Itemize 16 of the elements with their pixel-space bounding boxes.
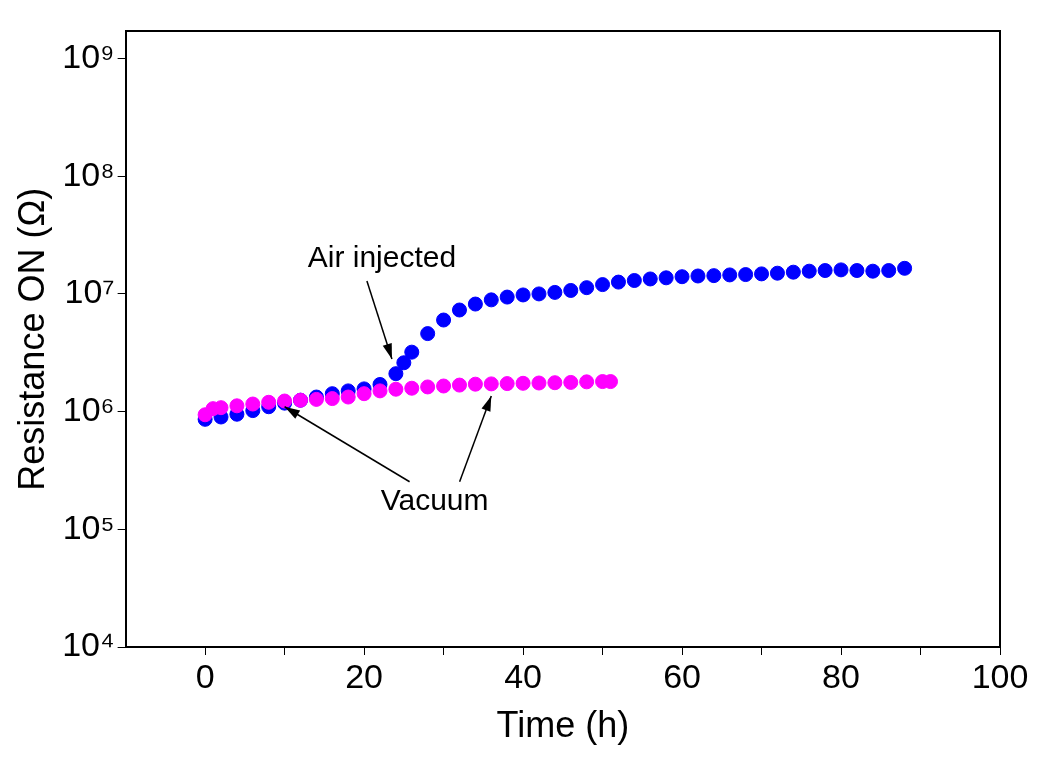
y-tick-label: 10⁵ <box>62 507 115 546</box>
x-axis-title: Time (h) <box>496 704 630 746</box>
y-tick-label: 10⁸ <box>62 154 115 193</box>
y-tick-label: 10⁹ <box>62 36 115 75</box>
x-tick-label: 0 <box>195 656 215 695</box>
y-tick-label: 10⁶ <box>62 389 115 428</box>
x-tick-label: 60 <box>663 656 701 695</box>
y-tick-label: 10⁷ <box>64 272 115 311</box>
x-tick-label: 20 <box>345 656 384 695</box>
x-tick-label: 100 <box>971 656 1029 695</box>
x-tick-label: 80 <box>822 656 860 695</box>
annotation: Air injected <box>307 240 457 274</box>
x-tick-label: 40 <box>504 656 542 695</box>
y-axis-title: Resistance ON (Ω) <box>10 187 52 491</box>
annotation: Vacuum <box>380 483 489 516</box>
y-tick-label: 10⁴ <box>62 625 115 664</box>
